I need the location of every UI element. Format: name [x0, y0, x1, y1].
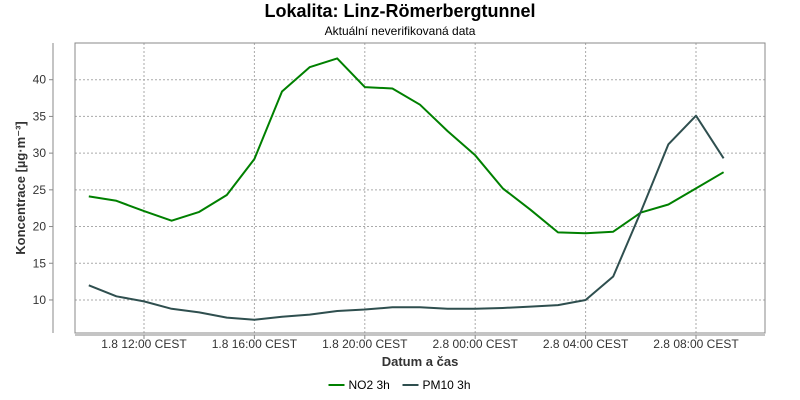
y-axis: 10 15 20 25 30 35 40	[33, 43, 54, 333]
legend-entry: PM10 3h	[423, 378, 471, 392]
y-tick-label: 10	[33, 293, 47, 307]
y-tick-label: 30	[33, 146, 47, 160]
chart-subtitle: Aktuální neverifikovaná data	[324, 24, 476, 38]
y-tick-label: 15	[33, 256, 47, 270]
chart-title: Lokalita: Linz-Römerbergtunnel	[264, 1, 536, 21]
x-tick-label: 1.8 20:00 CEST	[322, 337, 408, 351]
grid-lines	[75, 43, 765, 333]
x-tick-label: 2.8 08:00 CEST	[653, 337, 739, 351]
legend-entry: NO2 3h	[349, 378, 390, 392]
x-tick-label: 2.8 00:00 CEST	[433, 337, 519, 351]
x-tick-label: 1.8 16:00 CEST	[212, 337, 298, 351]
x-tick-label: 2.8 04:00 CEST	[543, 337, 629, 351]
plot-area	[74, 42, 766, 334]
y-tick-label: 25	[33, 183, 47, 197]
y-axis-label: Koncentrace [µg·m⁻³]	[13, 121, 28, 255]
y-tick-label: 35	[33, 109, 47, 123]
series-line-pm10-3h	[88, 114, 725, 321]
series-line-no2-3h	[88, 57, 725, 235]
x-tick-label: 1.8 12:00 CEST	[101, 337, 187, 351]
legend: NO2 3h PM10 3h	[328, 378, 471, 392]
series-layer	[88, 57, 725, 321]
x-axis: 1.8 12:00 CEST 1.8 16:00 CEST 1.8 20:00 CE…	[75, 334, 765, 351]
x-axis-label: Datum a čas	[382, 354, 459, 369]
y-tick-label: 40	[33, 73, 47, 87]
y-tick-label: 20	[33, 220, 47, 234]
